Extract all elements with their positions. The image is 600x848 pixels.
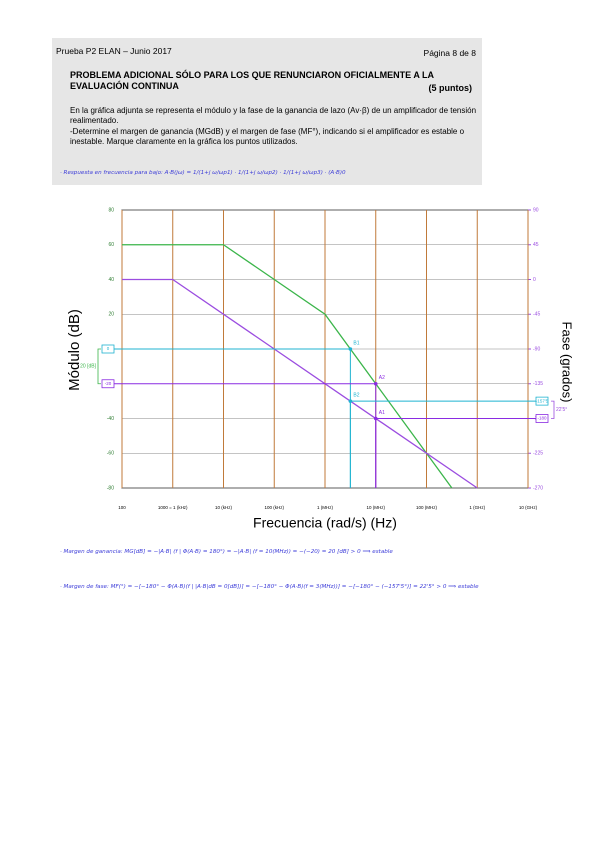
guide-value-box xyxy=(535,414,549,423)
guide-point-label: A1 xyxy=(379,410,385,416)
y-tick-label: -60 xyxy=(107,451,114,457)
bracket xyxy=(551,400,555,419)
gain-margin-note: · Margen de ganancia: MG[dB] = −|A·B| (f… xyxy=(60,549,393,555)
x-tick-label: 10 (kHz) xyxy=(215,505,233,510)
bracket-label: 22'5° xyxy=(556,407,567,413)
guide-value-box xyxy=(535,396,549,406)
exam-header: Prueba P2 ELAN – Junio 2017 Página 8 de … xyxy=(52,38,482,185)
guide-value-label: -157'5 xyxy=(536,398,549,403)
guide-point xyxy=(373,381,378,386)
y2-tick-label: -45 xyxy=(533,312,540,318)
x-tick-label: 10 (GHz) xyxy=(519,505,538,510)
x-tick-label: 100 (MHz) xyxy=(416,505,438,510)
y-tick-label: 20 xyxy=(108,312,114,318)
guide-point xyxy=(348,399,353,403)
problem-points: (5 puntos) xyxy=(428,83,473,93)
y-tick-label: 80 xyxy=(108,207,114,213)
y-tick-label: -80 xyxy=(107,485,114,491)
guide-point-label: B1 xyxy=(353,340,359,346)
x-tick-label: 10 (MHz) xyxy=(366,505,385,510)
guide-point xyxy=(373,416,378,421)
problem-title: PROBLEMA ADICIONAL SÓLO PARA LOS QUE REN… xyxy=(70,70,434,91)
y2-axis-label: Fase (grados) xyxy=(560,322,575,403)
bracket-label: 20 [dB] xyxy=(80,364,96,370)
guide-value-label: 0 xyxy=(107,346,110,351)
page-number: Página 8 de 8 xyxy=(423,48,476,58)
x-tick-label: 1000 = 1 (kHz) xyxy=(158,505,188,510)
guide-value-box xyxy=(101,379,115,389)
guide-value-label: -180 xyxy=(537,416,547,421)
response-note: · Respuesta en frecuencia para bajo: A·B… xyxy=(60,170,346,176)
y2-tick-label: -90 xyxy=(533,346,540,352)
y-tick-label: 60 xyxy=(108,242,114,248)
phase-margin-note: · Margen de fase: MF(°) = −[−180° − Φ(A·… xyxy=(60,584,479,590)
exam-name: Prueba P2 ELAN – Junio 2017 xyxy=(56,46,172,56)
y2-tick-label: -135 xyxy=(533,381,543,387)
x-axis-label: Frecuencia (rad/s) (Hz) xyxy=(253,515,397,531)
guide-value-box xyxy=(101,344,115,354)
statement-2: -Determine el margen de ganancia (MGdB) … xyxy=(70,127,465,146)
x-tick-label: 100 (kHz) xyxy=(264,505,284,510)
guide-point-label: A2 xyxy=(379,375,385,381)
y-tick-label: 40 xyxy=(108,277,114,283)
x-tick-label: 1 (MHz) xyxy=(317,505,333,510)
y2-tick-label: -225 xyxy=(533,451,543,457)
y2-tick-label: 90 xyxy=(533,207,539,213)
x-tick-label: 1 (GHz) xyxy=(469,505,485,510)
guide-point-label: B2 xyxy=(353,392,359,398)
statement-1: En la gráfica adjunta se representa el m… xyxy=(70,106,477,125)
guide-value-label: -20 xyxy=(105,381,112,386)
x-tick-label: 100 xyxy=(118,505,126,510)
bracket xyxy=(97,348,101,385)
y2-tick-label: 45 xyxy=(533,242,539,248)
guide-point xyxy=(348,347,353,351)
y2-tick-label: -270 xyxy=(533,485,543,491)
y-tick-label: -40 xyxy=(107,416,114,422)
y-axis-label: Módulo (dB) xyxy=(66,309,83,391)
y2-tick-label: 0 xyxy=(533,277,536,283)
